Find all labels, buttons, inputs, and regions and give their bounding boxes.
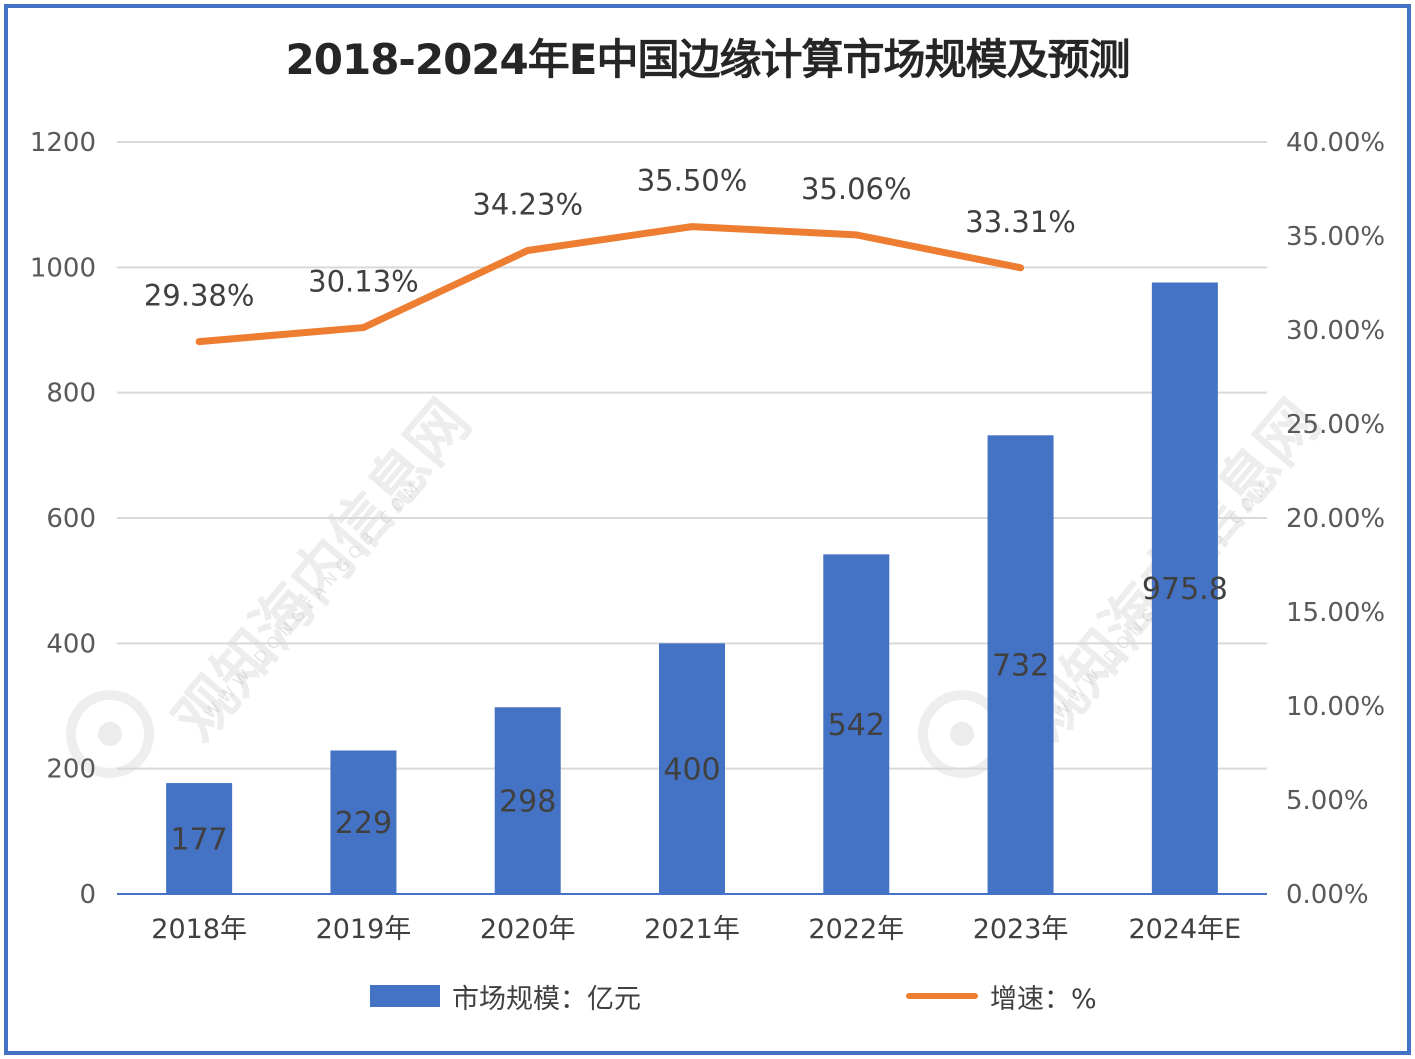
y-right-tick-label: 10.00%: [1286, 692, 1385, 722]
legend-item-market-size: 市场规模：亿元: [370, 978, 641, 1015]
bar-data-label: 229: [335, 806, 392, 841]
growth-point: [855, 233, 858, 236]
y-right-tick-label: 30.00%: [1286, 316, 1385, 346]
bar: [823, 554, 890, 894]
y-left-tick-label: 400: [46, 629, 96, 659]
growth-point: [526, 249, 529, 252]
legend-item-growth: 增速：%: [906, 978, 1097, 1015]
watermark-logo-icon: [66, 690, 154, 778]
legend-bar-swatch: [370, 985, 440, 1007]
y-left-tick-label: 200: [46, 755, 96, 785]
x-tick-label: 2018年: [151, 914, 247, 945]
x-tick-label: 2019年: [316, 914, 412, 945]
bar: [987, 435, 1054, 894]
x-tick-label: 2022年: [808, 914, 904, 945]
x-tick-label: 2023年: [973, 914, 1069, 945]
growth-point: [691, 225, 693, 228]
bar: [1151, 282, 1218, 894]
chart-title: 2018-2024年E中国边缘计算市场规模及预测: [285, 35, 1131, 84]
bar-data-label: 400: [663, 753, 720, 788]
line-data-label: 35.50%: [637, 164, 748, 198]
legend-label-market-size: 市场规模：亿元: [452, 983, 641, 1015]
y-right-tick-label: 25.00%: [1286, 410, 1385, 440]
bar: [659, 643, 725, 894]
line-data-label: 33.31%: [965, 205, 1076, 239]
y-right-tick-label: 0.00%: [1286, 880, 1369, 910]
growth-point: [1019, 266, 1022, 269]
x-tick-label: 2024年E: [1128, 914, 1241, 945]
y-right-tick-label: 15.00%: [1286, 598, 1385, 628]
line-data-label: 34.23%: [472, 187, 583, 221]
bar-data-label: 975.8: [1142, 572, 1228, 607]
y-left-tick-label: 1200: [30, 128, 96, 158]
bar-data-label: 298: [499, 785, 556, 820]
legend-label-growth: 增速：%: [990, 983, 1097, 1015]
bar: [494, 707, 561, 894]
growth-point: [198, 340, 201, 343]
x-tick-label: 2020年: [480, 914, 576, 945]
bar-data-label: 732: [992, 649, 1049, 684]
y-left-tick-label: 1000: [30, 253, 96, 283]
legend-line-swatch: [906, 993, 978, 999]
y-left-tick-label: 600: [46, 504, 96, 534]
y-right-tick-label: 5.00%: [1286, 786, 1369, 816]
x-tick-label: 2021年: [644, 914, 740, 945]
bar: [330, 750, 397, 894]
line-data-label: 29.38%: [144, 279, 255, 313]
y-right-tick-label: 20.00%: [1286, 504, 1385, 534]
growth-point: [362, 326, 365, 329]
bar-data-label: 542: [828, 708, 885, 743]
line-data-label: 35.06%: [801, 172, 912, 206]
line-data-label: 30.13%: [308, 265, 419, 299]
y-left-tick-label: 800: [46, 379, 96, 409]
y-right-tick-label: 35.00%: [1286, 222, 1385, 252]
growth-line: [195, 223, 1025, 346]
y-left-tick-label: 0: [79, 880, 96, 910]
y-right-tick-label: 40.00%: [1286, 128, 1385, 158]
bar: [166, 783, 233, 894]
bar-data-label: 177: [171, 823, 228, 858]
